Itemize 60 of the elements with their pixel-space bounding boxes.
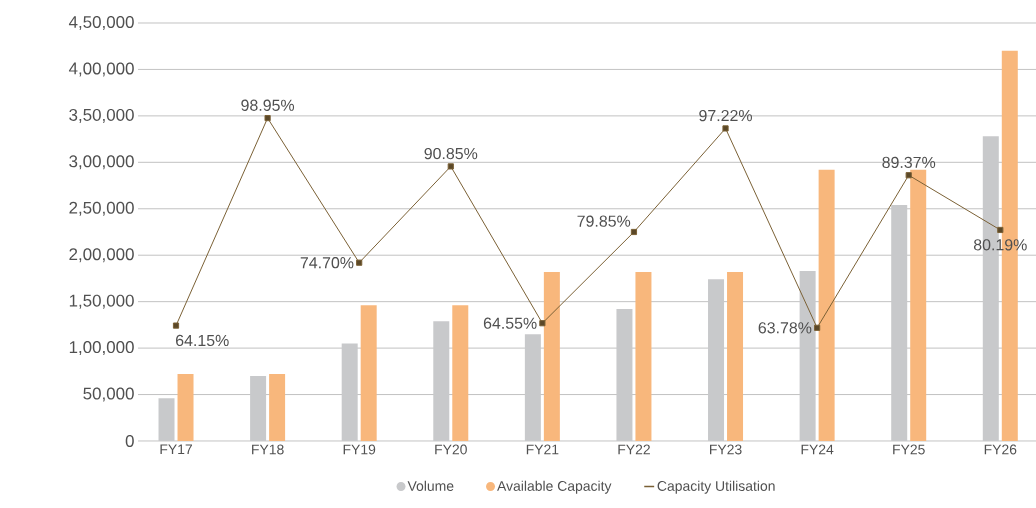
legend-label: Volume [407, 480, 454, 491]
bar [158, 398, 175, 441]
bar [891, 205, 908, 441]
data-label: 98.95% [241, 99, 295, 111]
data-label: 80.19% [973, 239, 1027, 251]
bar [341, 343, 358, 441]
bar [616, 309, 633, 441]
bar [524, 334, 541, 441]
bar [433, 321, 450, 441]
data-label: 90.85% [424, 147, 478, 160]
bar [360, 305, 377, 441]
y-tick-label: 1,00,000 [69, 341, 134, 356]
y-tick-label: 50,000 [83, 387, 134, 402]
point [356, 259, 363, 266]
point [630, 228, 638, 236]
y-tick-label: 4,00,000 [68, 62, 134, 77]
x-tick-label: FY20 [435, 444, 467, 455]
legend-label: Available Capacity [497, 480, 612, 494]
y-tick-label: 3,00,000 [69, 155, 134, 170]
legend-label: Capacity Utilisation [657, 480, 775, 494]
data-label: 63.78% [758, 322, 812, 334]
data-label: 97.22% [699, 109, 752, 122]
y-tick-label: 2,50,000 [69, 201, 134, 216]
y-tick-label: 2,00,000 [69, 248, 134, 263]
bar [269, 374, 286, 441]
y-tick-label: 0 [125, 434, 134, 447]
x-tick-label: FY24 [801, 444, 834, 455]
point [997, 226, 1004, 234]
bar [177, 374, 194, 441]
point [814, 324, 821, 331]
point [905, 172, 912, 179]
y-tick-label: 3,50,000 [69, 108, 134, 123]
point [264, 114, 271, 122]
bar [910, 169, 927, 441]
bar [727, 271, 744, 441]
bar [543, 271, 560, 441]
x-tick-label: FY21 [526, 444, 559, 455]
x-tick-label: FY22 [618, 444, 650, 455]
data-label: 64.55% [483, 317, 537, 329]
bar [635, 271, 652, 441]
y-tick-label: 4,50,000 [68, 15, 134, 30]
bar [452, 305, 469, 441]
x-tick-label: FY25 [893, 444, 925, 455]
data-label: 74.70% [300, 257, 354, 269]
point [447, 163, 454, 170]
bar [708, 279, 725, 441]
y-tick-label: 1,50,000 [69, 294, 134, 309]
bar [818, 169, 835, 441]
point [539, 320, 546, 327]
point [172, 322, 180, 329]
point [722, 125, 729, 132]
x-tick-label: FY26 [984, 444, 1017, 455]
data-label: 64.15% [176, 334, 229, 347]
x-tick-label: FY18 [252, 444, 284, 455]
x-tick-label: FY19 [343, 444, 376, 455]
bar [250, 375, 267, 441]
data-label: 79.85% [577, 215, 631, 227]
x-tick-label: FY17 [160, 444, 192, 455]
x-tick-label: FY23 [710, 444, 742, 455]
data-label: 89.37% [882, 156, 936, 169]
